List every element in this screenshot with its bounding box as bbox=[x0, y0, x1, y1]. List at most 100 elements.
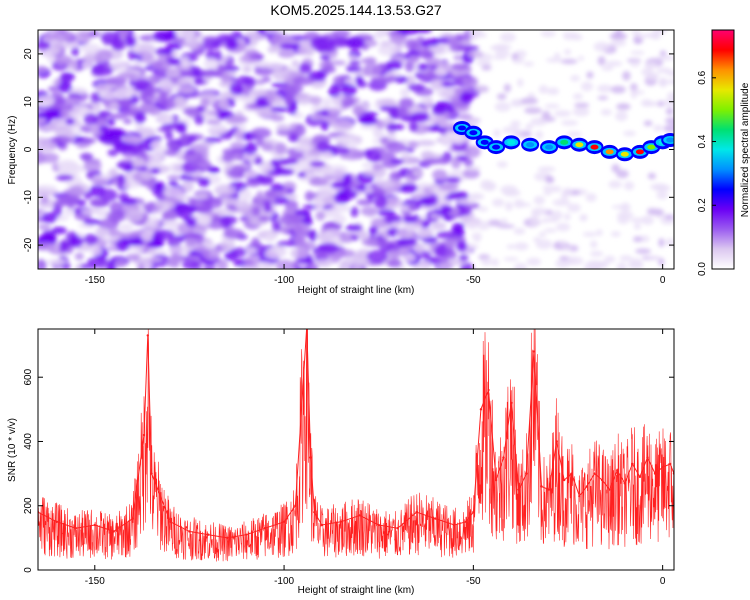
noise-blob bbox=[204, 137, 223, 143]
noise-blob bbox=[195, 192, 209, 201]
noise-blob bbox=[154, 200, 175, 210]
noise-blob bbox=[619, 255, 633, 262]
noise-blob bbox=[297, 172, 307, 178]
noise-blob bbox=[150, 140, 163, 150]
noise-blob bbox=[445, 249, 457, 260]
noise-blob bbox=[117, 30, 130, 37]
noise-blob bbox=[563, 213, 571, 221]
noise-blob bbox=[88, 30, 101, 38]
noise-blob bbox=[130, 94, 140, 105]
noise-blob bbox=[364, 56, 377, 66]
noise-blob bbox=[560, 58, 578, 65]
noise-blob bbox=[38, 111, 58, 119]
noise-blob bbox=[113, 88, 133, 99]
noise-blob bbox=[373, 131, 386, 139]
noise-blob bbox=[275, 168, 295, 176]
noise-blob bbox=[193, 244, 207, 252]
noise-blob bbox=[202, 265, 217, 269]
noise-blob bbox=[420, 71, 438, 80]
snr-data-point bbox=[623, 482, 626, 485]
noise-blob bbox=[207, 167, 221, 174]
noise-blob bbox=[597, 84, 613, 93]
noise-blob bbox=[166, 57, 181, 65]
noise-blob bbox=[580, 81, 594, 92]
noise-blob bbox=[90, 122, 100, 134]
noise-blob bbox=[163, 187, 184, 199]
noise-blob bbox=[264, 248, 286, 259]
noise-blob bbox=[600, 108, 612, 116]
noise-blob bbox=[41, 212, 58, 224]
noise-blob bbox=[505, 201, 513, 212]
noise-blob bbox=[586, 260, 602, 267]
snr-data-point bbox=[93, 523, 96, 527]
noise-blob bbox=[38, 105, 50, 112]
noise-blob bbox=[616, 103, 631, 110]
noise-blob bbox=[385, 141, 407, 153]
noise-blob bbox=[229, 247, 247, 258]
noise-blob bbox=[555, 258, 571, 268]
noise-blob bbox=[208, 110, 219, 116]
noise-blob bbox=[456, 240, 468, 252]
noise-blob bbox=[203, 58, 220, 70]
noise-blob bbox=[252, 90, 270, 97]
snr-data-point bbox=[74, 527, 78, 530]
noise-blob bbox=[180, 56, 190, 68]
noise-blob bbox=[198, 69, 218, 76]
colorbar-tick-label: 0.4 bbox=[697, 134, 708, 148]
noise-blob bbox=[105, 76, 127, 86]
noise-blob bbox=[286, 194, 298, 200]
noise-blob bbox=[380, 178, 403, 192]
noise-blob bbox=[320, 120, 329, 131]
noise-blob bbox=[407, 83, 426, 92]
noise-blob bbox=[65, 102, 74, 112]
noise-blob bbox=[117, 72, 137, 80]
noise-blob bbox=[309, 160, 326, 168]
colorbar-tick-label: 0.2 bbox=[697, 198, 708, 212]
noise-blob bbox=[137, 262, 146, 269]
noise-blob bbox=[399, 88, 410, 98]
noise-blob bbox=[636, 33, 648, 39]
ridge-point-core bbox=[545, 144, 554, 150]
noise-blob bbox=[297, 258, 315, 264]
noise-blob bbox=[656, 67, 672, 74]
noise-blob bbox=[290, 247, 309, 260]
noise-blob bbox=[481, 257, 492, 266]
snr-data-point bbox=[532, 350, 536, 353]
noise-blob bbox=[665, 238, 674, 247]
heatmap-noise-blobs bbox=[38, 30, 674, 269]
ridge-point-core bbox=[635, 149, 644, 155]
noise-blob bbox=[251, 60, 271, 69]
snr-data-point bbox=[570, 472, 573, 475]
noise-blob bbox=[402, 216, 417, 224]
noise-blob bbox=[152, 249, 167, 257]
noise-blob bbox=[258, 262, 273, 269]
noise-blob bbox=[574, 102, 590, 108]
noise-blob bbox=[153, 229, 175, 240]
noise-blob bbox=[398, 97, 414, 109]
noise-blob bbox=[161, 220, 171, 227]
noise-blob bbox=[292, 223, 311, 236]
noise-blob bbox=[452, 222, 465, 230]
noise-blob bbox=[120, 231, 141, 239]
noise-blob bbox=[561, 247, 573, 252]
noise-blob bbox=[335, 249, 356, 258]
noise-blob bbox=[449, 191, 470, 200]
noise-blob bbox=[513, 199, 525, 209]
noise-blob bbox=[589, 250, 604, 257]
snr-y-label: SNR (10 * v/v) bbox=[7, 418, 18, 482]
noise-blob bbox=[83, 218, 102, 225]
noise-blob bbox=[650, 183, 668, 191]
noise-blob bbox=[596, 229, 603, 236]
ridge-point-core bbox=[526, 142, 535, 148]
noise-blob bbox=[657, 54, 674, 61]
snr-data-point bbox=[434, 517, 437, 520]
noise-blob bbox=[65, 118, 75, 125]
noise-blob bbox=[459, 91, 474, 104]
noise-blob bbox=[398, 107, 407, 116]
noise-blob bbox=[196, 204, 210, 214]
y-tick-label: 10 bbox=[23, 96, 34, 108]
noise-blob bbox=[394, 75, 409, 84]
noise-blob bbox=[552, 199, 571, 207]
noise-blob bbox=[38, 138, 51, 150]
noise-blob bbox=[469, 194, 481, 201]
